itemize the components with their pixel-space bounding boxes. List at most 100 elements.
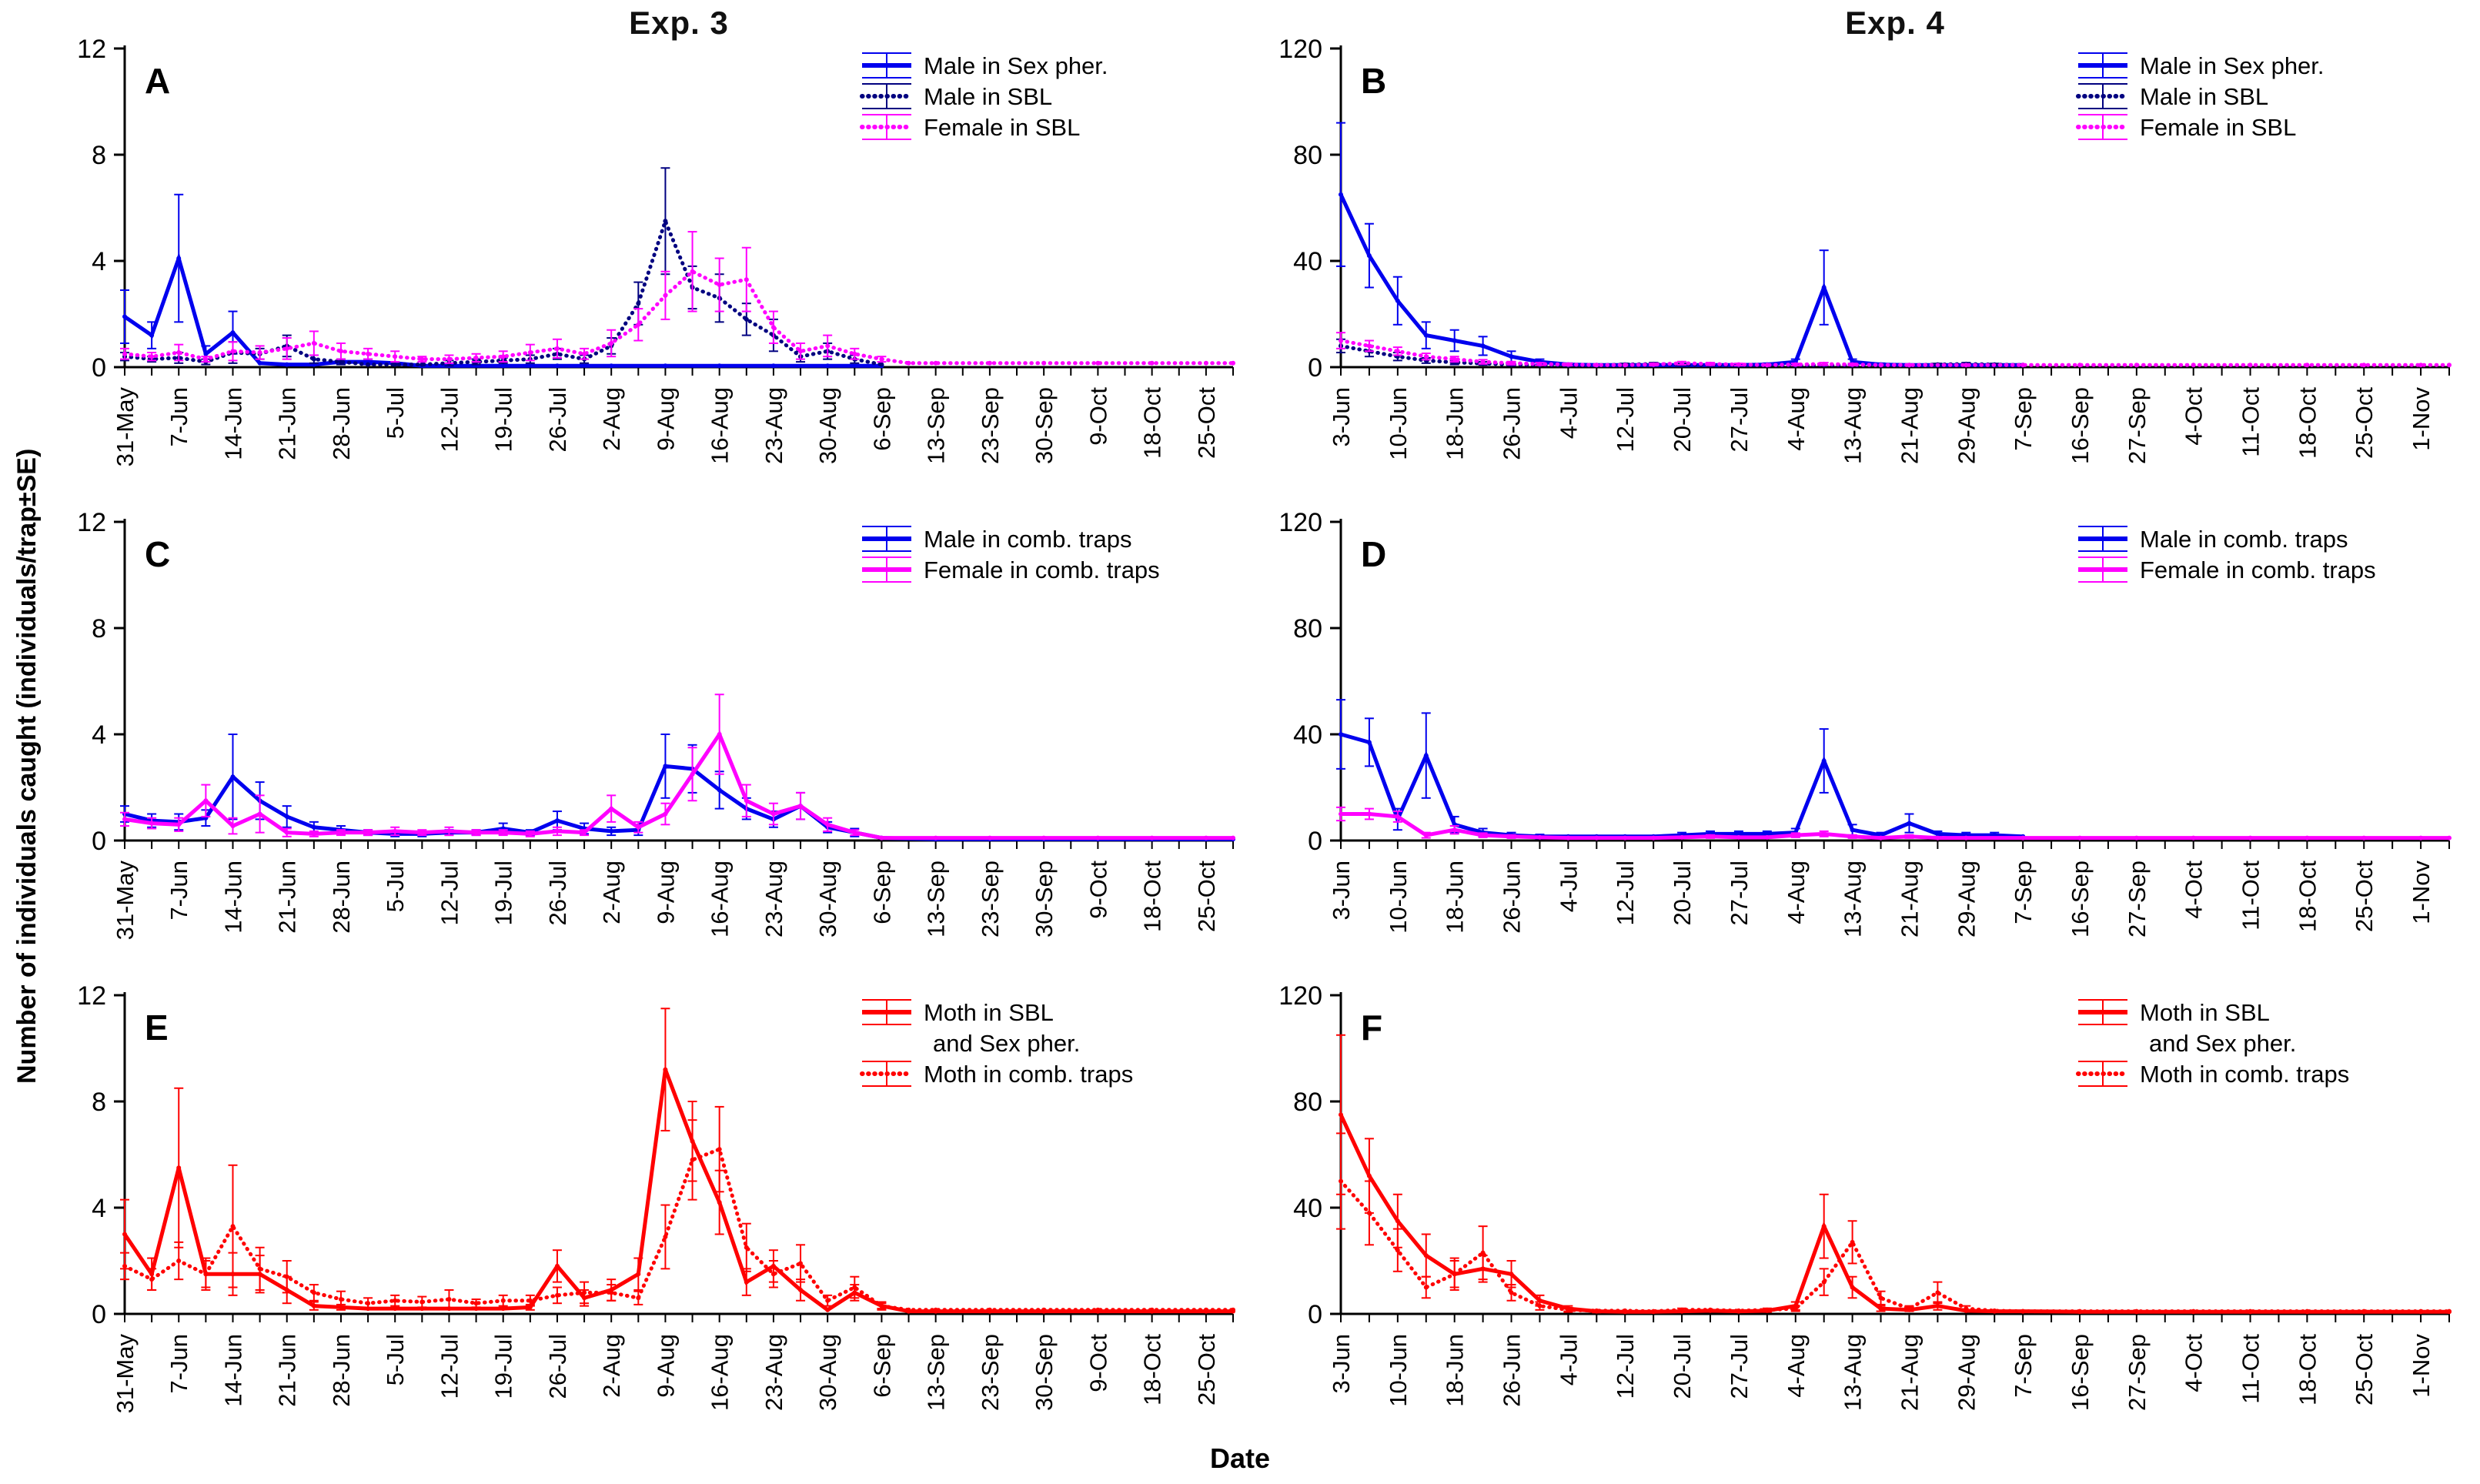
svg-text:23-Sep: 23-Sep (977, 1334, 1004, 1411)
svg-text:5-Jul: 5-Jul (382, 1334, 409, 1385)
svg-text:23-Sep: 23-Sep (977, 861, 1004, 938)
svg-text:4-Jul: 4-Jul (1555, 387, 1582, 439)
svg-text:5-Jul: 5-Jul (382, 387, 409, 439)
svg-text:7-Sep: 7-Sep (2010, 387, 2037, 451)
svg-text:120: 120 (1278, 981, 1322, 1011)
svg-text:27-Sep: 27-Sep (2124, 387, 2151, 464)
svg-text:16-Sep: 16-Sep (2067, 1334, 2094, 1411)
svg-text:27-Jul: 27-Jul (1726, 1334, 1753, 1399)
svg-text:and Sex pher.: and Sex pher. (933, 1030, 1080, 1057)
svg-text:30-Sep: 30-Sep (1031, 1334, 1058, 1411)
svg-text:20-Jul: 20-Jul (1669, 861, 1696, 925)
svg-text:12-Jul: 12-Jul (1612, 1334, 1639, 1399)
svg-text:Moth in SBL: Moth in SBL (924, 999, 1054, 1026)
svg-text:21-Jun: 21-Jun (274, 1334, 301, 1407)
svg-text:16-Sep: 16-Sep (2067, 387, 2094, 464)
svg-text:30-Sep: 30-Sep (1031, 387, 1058, 464)
svg-text:30-Aug: 30-Aug (814, 387, 841, 464)
svg-text:13-Aug: 13-Aug (1840, 1334, 1867, 1411)
svg-text:7-Sep: 7-Sep (2010, 861, 2037, 924)
svg-text:40: 40 (1293, 247, 1322, 276)
svg-text:13-Sep: 13-Sep (923, 387, 950, 464)
svg-text:80: 80 (1293, 614, 1322, 643)
svg-text:30-Aug: 30-Aug (814, 861, 841, 938)
svg-text:12-Jul: 12-Jul (436, 1334, 463, 1399)
svg-text:10-Jun: 10-Jun (1385, 1334, 1412, 1407)
svg-text:C: C (145, 534, 170, 574)
svg-text:6-Sep: 6-Sep (868, 387, 895, 451)
svg-text:12-Jul: 12-Jul (436, 861, 463, 925)
svg-text:D: D (1361, 534, 1386, 574)
x-axis-label: Date (1209, 1442, 1271, 1474)
svg-text:31-May: 31-May (112, 1334, 139, 1414)
svg-text:10-Jun: 10-Jun (1385, 861, 1412, 934)
svg-text:18-Jun: 18-Jun (1442, 861, 1469, 934)
svg-text:9-Aug: 9-Aug (652, 1334, 679, 1398)
svg-text:16-Sep: 16-Sep (2067, 861, 2094, 938)
svg-text:10-Jun: 10-Jun (1385, 387, 1412, 460)
exp3-column-title: Exp. 3 (629, 5, 729, 41)
svg-text:A: A (145, 61, 170, 101)
svg-text:23-Aug: 23-Aug (760, 1334, 787, 1411)
svg-text:12: 12 (77, 508, 106, 537)
svg-text:120: 120 (1278, 508, 1322, 537)
panel-f-chart: 0 40 80 120 3-Jun 10-Jun 18-Jun 26-Jun 4-Jul 12-J… (1278, 981, 2452, 1411)
svg-text:13-Aug: 13-Aug (1840, 387, 1867, 464)
svg-text:31-May: 31-May (112, 387, 139, 467)
svg-text:16-Aug: 16-Aug (707, 861, 734, 938)
svg-text:Male in comb. traps: Male in comb. traps (924, 526, 1132, 553)
svg-text:29-Aug: 29-Aug (1953, 1334, 1980, 1411)
svg-text:2-Aug: 2-Aug (598, 861, 625, 924)
svg-text:Moth in comb. traps: Moth in comb. traps (924, 1061, 1133, 1088)
svg-text:1-Nov: 1-Nov (2408, 861, 2435, 924)
panel-b-chart: 0 40 80 120 3-Jun 10-Jun 18-Jun 26-Jun 4-Jul 12-J… (1278, 35, 2452, 464)
svg-text:Female in comb. traps: Female in comb. traps (924, 556, 1160, 583)
svg-text:16-Aug: 16-Aug (707, 1334, 734, 1411)
svg-text:0: 0 (92, 353, 106, 383)
svg-text:21-Aug: 21-Aug (1896, 1334, 1923, 1411)
svg-text:26-Jun: 26-Jun (1499, 1334, 1526, 1407)
svg-text:16-Aug: 16-Aug (707, 387, 734, 464)
svg-text:2-Aug: 2-Aug (598, 387, 625, 451)
svg-text:7-Jun: 7-Jun (165, 861, 192, 921)
svg-text:0: 0 (1308, 827, 1322, 856)
svg-text:9-Oct: 9-Oct (1085, 861, 1111, 919)
panel-a-chart: 0 4 8 12 31-May 7-Jun 14-Jun 21-Jun 28-Jun 5-Jul 1… (77, 35, 1235, 467)
svg-text:23-Aug: 23-Aug (760, 861, 787, 938)
panel-e-chart: 0 4 8 12 31-May 7-Jun 14-Jun 21-Jun 28-Jun 5-Jul 1… (77, 981, 1235, 1414)
svg-text:7-Jun: 7-Jun (165, 1334, 192, 1394)
svg-text:3-Jun: 3-Jun (1328, 387, 1355, 447)
svg-text:80: 80 (1293, 141, 1322, 170)
svg-text:7-Jun: 7-Jun (165, 387, 192, 447)
svg-text:0: 0 (1308, 353, 1322, 383)
svg-text:3-Jun: 3-Jun (1328, 1334, 1355, 1394)
svg-text:13-Aug: 13-Aug (1840, 861, 1867, 938)
svg-text:8: 8 (92, 614, 106, 643)
svg-text:18-Oct: 18-Oct (1139, 861, 1166, 932)
svg-text:4-Aug: 4-Aug (1783, 1334, 1810, 1398)
svg-text:5-Jul: 5-Jul (382, 861, 409, 912)
svg-text:18-Jun: 18-Jun (1442, 1334, 1469, 1407)
svg-text:25-Oct: 25-Oct (1193, 387, 1220, 459)
svg-text:4: 4 (92, 720, 106, 750)
svg-text:12: 12 (77, 35, 106, 64)
svg-text:0: 0 (92, 827, 106, 856)
exp4-column-title: Exp. 4 (1845, 5, 1945, 41)
svg-text:Male in comb. traps: Male in comb. traps (2140, 526, 2348, 553)
svg-text:21-Aug: 21-Aug (1896, 861, 1923, 938)
svg-text:26-Jun: 26-Jun (1499, 387, 1526, 460)
svg-text:14-Jun: 14-Jun (219, 387, 246, 460)
svg-text:0: 0 (1308, 1300, 1322, 1329)
svg-text:18-Oct: 18-Oct (1139, 1334, 1166, 1405)
svg-text:18-Oct: 18-Oct (2294, 387, 2321, 459)
svg-text:4-Aug: 4-Aug (1783, 387, 1810, 451)
svg-text:4-Oct: 4-Oct (2181, 387, 2208, 446)
svg-text:25-Oct: 25-Oct (1193, 1334, 1220, 1405)
svg-text:19-Jul: 19-Jul (490, 387, 517, 452)
panel-d-chart: 0 40 80 120 3-Jun 10-Jun 18-Jun 26-Jun 4-Jul 12-J… (1278, 508, 2452, 938)
svg-text:6-Sep: 6-Sep (868, 861, 895, 924)
svg-text:25-Oct: 25-Oct (2351, 861, 2378, 932)
svg-text:27-Sep: 27-Sep (2124, 1334, 2151, 1411)
svg-text:18-Oct: 18-Oct (2294, 861, 2321, 932)
svg-text:Male in SBL: Male in SBL (2140, 83, 2268, 110)
